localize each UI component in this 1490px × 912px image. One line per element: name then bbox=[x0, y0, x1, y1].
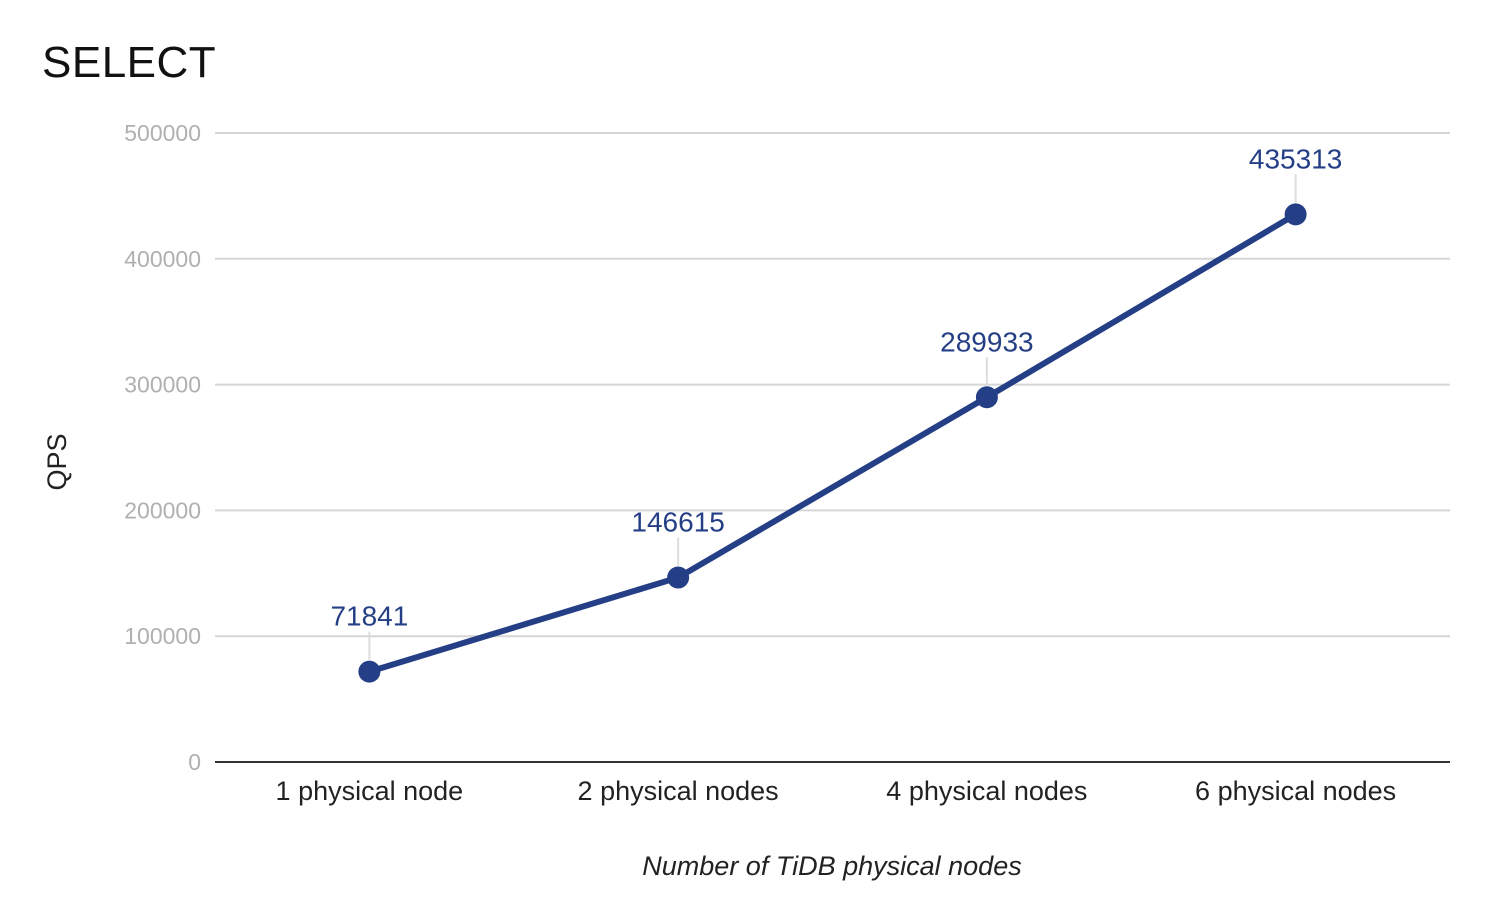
y-tick-label: 400000 bbox=[124, 246, 201, 272]
y-axis-label: QPS bbox=[42, 433, 72, 490]
y-tick-labels: 0 100000 200000 300000 400000 500000 bbox=[124, 120, 201, 775]
chart-title: SELECT bbox=[42, 38, 217, 87]
series-line bbox=[366, 211, 1299, 675]
x-tick-label: 2 physical nodes bbox=[578, 776, 779, 806]
data-point bbox=[667, 566, 690, 589]
x-tick-label: 4 physical nodes bbox=[886, 776, 1087, 806]
x-axis-label: Number of TiDB physical nodes bbox=[642, 851, 1021, 881]
data-label: 71841 bbox=[330, 601, 408, 632]
x-tick-label: 6 physical nodes bbox=[1195, 776, 1396, 806]
data-label: 435313 bbox=[1249, 143, 1342, 174]
x-tick-labels: 1 physical node 2 physical nodes 4 physica… bbox=[276, 776, 1397, 806]
data-labels: 71841 146615 289933 435313 bbox=[330, 143, 1342, 660]
y-tick-label: 500000 bbox=[124, 120, 201, 146]
y-tick-label: 200000 bbox=[124, 497, 201, 523]
y-tick-label: 100000 bbox=[124, 623, 201, 649]
data-point bbox=[975, 386, 998, 409]
data-label: 289933 bbox=[940, 326, 1033, 357]
x-tick-label: 1 physical node bbox=[276, 776, 464, 806]
data-point bbox=[358, 660, 381, 683]
data-point bbox=[1284, 203, 1307, 226]
series bbox=[358, 203, 1307, 683]
y-tick-label: 300000 bbox=[124, 372, 201, 398]
y-tick-label: 0 bbox=[188, 749, 201, 775]
gridlines bbox=[215, 132, 1450, 763]
data-label: 146615 bbox=[631, 507, 724, 538]
